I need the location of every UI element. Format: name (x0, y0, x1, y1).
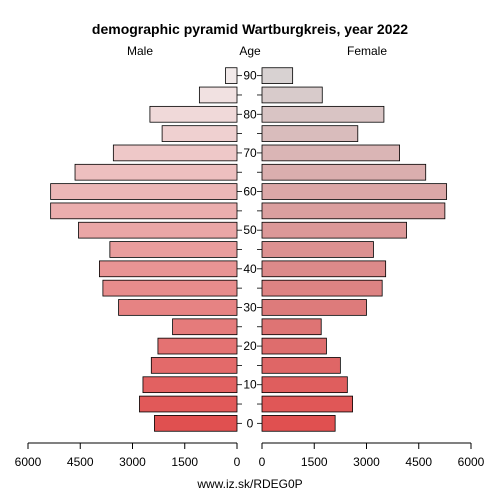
female-bar-0-4 (261, 415, 336, 432)
male-bar-75-79 (161, 125, 238, 142)
age-tick-label: 0 (247, 416, 254, 430)
male-bar-30-34 (118, 299, 238, 316)
male-bar-55-59 (50, 202, 238, 220)
male-bar-0-4 (154, 415, 238, 432)
male-x-tick-label: 1500 (171, 455, 198, 469)
female-bar-50-54 (261, 221, 407, 239)
male-bar-50-54 (78, 221, 238, 239)
female-bar-70-74 (261, 144, 400, 162)
female-bar-55-59 (261, 202, 446, 220)
female-bar-15-19 (261, 357, 341, 374)
male-bar-85-89 (198, 86, 238, 104)
male-bar-80-84 (149, 105, 238, 123)
female-bar-25-29 (261, 318, 322, 336)
female-bar-65-69 (261, 163, 427, 181)
axes-group: 0 10 20 30 40 50 60 70 80 90 6000 4500 3000 1500 0 0 150… (15, 69, 485, 469)
female-x-tick-label: 3000 (353, 455, 380, 469)
female-bar-10-14 (261, 376, 348, 394)
male-x-tick-label: 6000 (15, 455, 42, 469)
male-bar-10-14 (142, 376, 238, 394)
female-bar-5-9 (261, 395, 353, 413)
source-caption[interactable]: www.iz.sk/RDEG0P (196, 477, 302, 491)
male-label: Male (127, 44, 153, 58)
female-x-tick-label: 6000 (458, 455, 485, 469)
female-bar-30-34 (261, 299, 367, 316)
female-x-tick-label: 4500 (405, 455, 432, 469)
female-bar-20-24 (261, 337, 327, 355)
male-x-tick-label: 0 (234, 455, 241, 469)
age-tick-label: 10 (243, 378, 257, 392)
age-tick-label: 90 (243, 69, 257, 83)
female-label: Female (347, 44, 387, 58)
male-bar-65-69 (74, 163, 238, 181)
age-tick-label: 50 (243, 223, 257, 237)
male-x-tick-label: 3000 (119, 455, 146, 469)
female-bar-85-89 (261, 86, 323, 104)
female-bar-80-84 (261, 105, 385, 123)
female-x-tick-label: 1500 (301, 455, 328, 469)
male-bar-20-24 (157, 337, 238, 355)
male-bar-45-49 (109, 241, 238, 258)
male-bar-5-9 (139, 395, 238, 413)
age-tick-label: 60 (243, 185, 257, 199)
female-bar-75-79 (261, 125, 359, 142)
age-tick-label: 20 (243, 339, 257, 353)
male-bar-15-19 (150, 357, 238, 374)
male-bar-35-39 (102, 279, 238, 297)
male-bar-60-64 (50, 183, 238, 200)
age-tick-label: 70 (243, 146, 257, 160)
male-x-tick-label: 4500 (67, 455, 94, 469)
female-bar-45-49 (261, 241, 374, 258)
male-bar-40-44 (99, 260, 238, 278)
female-bar-35-39 (261, 279, 383, 297)
female-bar-60-64 (261, 183, 448, 200)
female-bar-90+ (261, 67, 294, 84)
male-bar-25-29 (172, 318, 238, 336)
age-tick-label: 30 (243, 300, 257, 314)
female-bar-40-44 (261, 260, 387, 278)
female-x-tick-label: 0 (259, 455, 266, 469)
male-bar-90+ (225, 67, 238, 84)
male-bar-70-74 (112, 144, 238, 162)
age-tick-label: 40 (243, 262, 257, 276)
chart-title: demographic pyramid Wartburgkreis, year … (92, 21, 408, 37)
age-label: Age (239, 44, 261, 58)
age-tick-label: 80 (243, 107, 257, 121)
